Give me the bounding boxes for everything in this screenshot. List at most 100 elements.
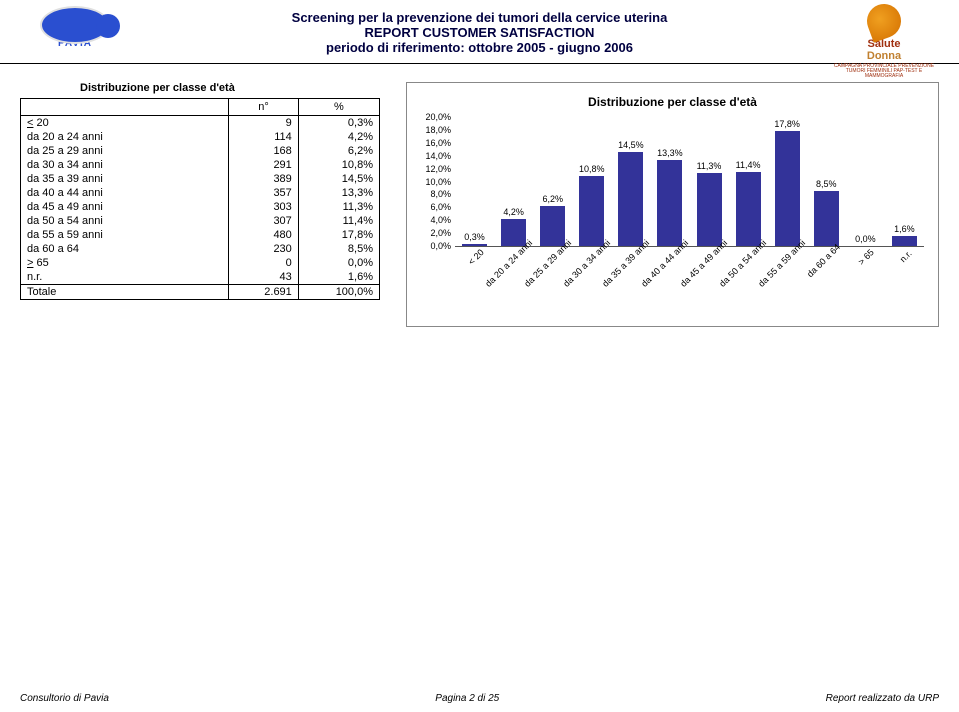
bar-value-label: 17,8% <box>774 119 800 129</box>
x-tick-label: da 60 a 64 <box>805 242 842 279</box>
bar <box>540 206 565 246</box>
table-row: < 2090,3% <box>21 116 380 131</box>
header-title-3: periodo di riferimento: ottobre 2005 - g… <box>0 40 959 55</box>
table-title: Distribuzione per classe d'età <box>20 82 380 94</box>
table-panel: Distribuzione per classe d'età n° % < 20… <box>20 82 380 327</box>
bar-value-label: 8,5% <box>816 179 837 189</box>
logo-right-line2: Donna <box>829 50 939 62</box>
bar-value-label: 4,2% <box>503 207 524 217</box>
chart-container: Distribuzione per classe d'età 0,0%2,0%4… <box>406 82 939 327</box>
x-tick-label: n.r. <box>898 248 914 264</box>
x-label-slot: da 60 a 64 <box>807 247 846 317</box>
logo-right-tagline: CAMPAGNA PROVINCIALE PREVENZIONE TUMORI … <box>829 64 939 79</box>
x-tick-label: > 65 <box>857 247 877 267</box>
content-area: Distribuzione per classe d'età n° % < 20… <box>0 64 959 327</box>
y-tick-label: 4,0% <box>430 215 451 225</box>
total-pct: 100,0% <box>298 285 379 300</box>
bar-slot: 13,3% <box>650 117 689 246</box>
table-row: da 35 a 39 anni38914,5% <box>21 172 380 186</box>
report-header: PAVIA Salute Donna CAMPAGNA PROVINCIALE … <box>0 0 959 61</box>
chart-x-axis: < 20da 20 a 24 annida 25 a 29 annida 30 … <box>455 247 924 317</box>
footer-left: Consultorio di Pavia <box>20 693 109 704</box>
row-n: 389 <box>229 172 299 186</box>
row-n: 43 <box>229 270 299 285</box>
bar-slot: 0,3% <box>455 117 494 246</box>
y-tick-label: 10,0% <box>425 177 451 187</box>
row-n: 307 <box>229 214 299 228</box>
table-row: da 60 a 642308,5% <box>21 242 380 256</box>
chart-bars: 0,3% 4,2% 6,2% 10,8%14,5%13,3% 11,3% 11,4% 17,… <box>455 117 924 246</box>
y-tick-label: 20,0% <box>425 112 451 122</box>
row-n: 291 <box>229 158 299 172</box>
bar <box>618 152 643 246</box>
row-n: 9 <box>229 116 299 131</box>
bar-slot: 11,3% <box>689 117 728 246</box>
bar <box>657 160 682 246</box>
bar-slot: 11,4% <box>729 117 768 246</box>
row-label: da 45 a 49 anni <box>21 200 229 214</box>
row-n: 357 <box>229 186 299 200</box>
row-label: da 55 a 59 anni <box>21 228 229 242</box>
age-distribution-table: n° % < 2090,3%da 20 a 24 anni1144,2%da 2… <box>20 98 380 300</box>
col-pct-header: % <box>298 99 379 116</box>
bar <box>892 236 917 246</box>
bar <box>462 244 487 246</box>
bar-slot: 4,2% <box>494 117 533 246</box>
col-n-header: n° <box>229 99 299 116</box>
table-row: da 45 a 49 anni30311,3% <box>21 200 380 214</box>
row-pct: 13,3% <box>298 186 379 200</box>
bar-slot: 17,8% <box>768 117 807 246</box>
row-label: da 50 a 54 anni <box>21 214 229 228</box>
bar <box>579 176 604 246</box>
bar-value-label: 6,2% <box>542 194 563 204</box>
row-pct: 17,8% <box>298 228 379 242</box>
bar <box>736 172 761 246</box>
total-n: 2.691 <box>229 285 299 300</box>
row-pct: 1,6% <box>298 270 379 285</box>
bar-slot: 14,5% <box>611 117 650 246</box>
bar-slot: 10,8% <box>572 117 611 246</box>
bar <box>775 131 800 246</box>
chart-y-axis: 0,0%2,0%4,0%6,0%8,0%10,0%12,0%14,0%16,0%… <box>415 117 453 246</box>
table-row: da 50 a 54 anni30711,4% <box>21 214 380 228</box>
leaf-icon <box>862 0 906 43</box>
bar-value-label: 0,3% <box>464 232 485 242</box>
row-label: da 30 a 34 anni <box>21 158 229 172</box>
bar <box>814 191 839 246</box>
row-label: < 20 <box>21 116 229 131</box>
bar-slot: 6,2% <box>533 117 572 246</box>
footer-center: Pagina 2 di 25 <box>435 693 499 704</box>
y-tick-label: 18,0% <box>425 125 451 135</box>
row-n: 168 <box>229 144 299 158</box>
y-tick-label: 2,0% <box>430 228 451 238</box>
page-footer: Consultorio di Pavia Pagina 2 di 25 Repo… <box>0 693 959 704</box>
bar-slot: 8,5% <box>807 117 846 246</box>
row-label: n.r. <box>21 270 229 285</box>
row-pct: 11,3% <box>298 200 379 214</box>
bar-value-label: 11,3% <box>697 161 722 171</box>
bar-value-label: 1,6% <box>894 224 915 234</box>
row-label: da 25 a 29 anni <box>21 144 229 158</box>
row-n: 303 <box>229 200 299 214</box>
row-label: da 40 a 44 anni <box>21 186 229 200</box>
x-tick-label: < 20 <box>466 247 486 267</box>
bar-slot: 0,0% <box>846 117 885 246</box>
row-label: da 60 a 64 <box>21 242 229 256</box>
row-pct: 0,3% <box>298 116 379 131</box>
footer-right: Report realizzato da URP <box>826 693 939 704</box>
row-pct: 6,2% <box>298 144 379 158</box>
x-label-slot: da 55 a 59 anni <box>768 247 807 317</box>
table-row: da 40 a 44 anni35713,3% <box>21 186 380 200</box>
x-label-slot: > 65 <box>846 247 885 317</box>
row-n: 0 <box>229 256 299 270</box>
logo-salute-donna: Salute Donna CAMPAGNA PROVINCIALE PREVEN… <box>829 4 939 79</box>
table-total-row: Totale2.691100,0% <box>21 285 380 300</box>
row-label: da 20 a 24 anni <box>21 130 229 144</box>
logo-asl-pavia: PAVIA <box>20 6 130 61</box>
row-n: 480 <box>229 228 299 242</box>
row-n: 114 <box>229 130 299 144</box>
row-label: da 35 a 39 anni <box>21 172 229 186</box>
logo-right-line1: Salute <box>829 38 939 50</box>
y-tick-label: 6,0% <box>430 202 451 212</box>
table-row: > 6500,0% <box>21 256 380 270</box>
